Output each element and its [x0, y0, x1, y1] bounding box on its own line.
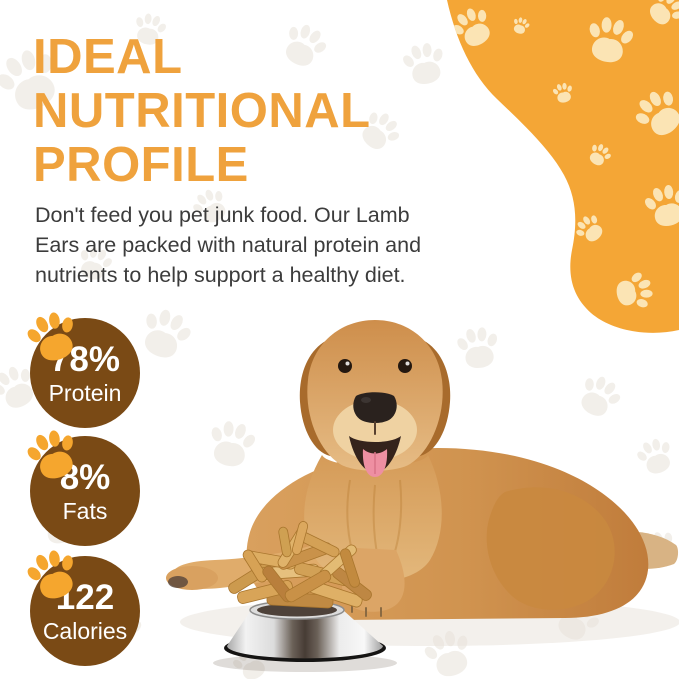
dog-hind-leg	[558, 540, 634, 583]
dog-tail	[600, 531, 679, 569]
headline: IDEAL NUTRITIONAL PROFILE	[33, 30, 371, 192]
dog-head	[307, 320, 443, 471]
dog-nose	[353, 392, 397, 423]
stat-fats: 8% Fats	[21, 424, 140, 546]
stat-label: Fats	[62, 497, 108, 524]
headline-line-1: IDEAL	[33, 30, 183, 84]
stat-circle: 122 Calories	[30, 556, 140, 666]
bowl-illustration	[213, 521, 397, 672]
bowl-rim	[249, 600, 345, 620]
stat-label: Calories	[42, 617, 128, 644]
stat-calories: 122 Calories	[21, 544, 140, 666]
bowl-shadow	[213, 654, 397, 672]
dog-hind-paw-pad	[598, 551, 626, 573]
dog-left-ear	[299, 338, 349, 457]
paw-toes	[351, 603, 382, 617]
dog-right-eye	[398, 359, 412, 373]
lamb-ear-treats	[228, 521, 372, 609]
dog-muzzle	[333, 400, 417, 460]
stat-protein: 78% Protein	[21, 306, 140, 428]
description-line: Don't feed you pet junk food. Our Lamb	[35, 203, 410, 227]
dog-left-eye	[338, 359, 352, 373]
headline-line-2: NUTRITIONAL	[33, 84, 371, 138]
bowl-body	[227, 610, 383, 659]
dog-right-ear	[401, 338, 451, 457]
eye-glint	[405, 361, 410, 366]
dog-tongue	[362, 449, 388, 477]
dog-body	[246, 447, 649, 620]
headline-line-3: PROFILE	[33, 138, 249, 192]
stat-label: Protein	[48, 379, 122, 406]
description-line: Ears are packed with natural protein and	[35, 233, 422, 257]
description-line: nutrients to help support a healthy diet…	[35, 263, 406, 287]
bowl-interior	[257, 603, 337, 617]
eye-glint	[345, 361, 350, 366]
dog-front-left-leg	[172, 540, 342, 589]
description-text: Don't feed you pet junk food. Our Lamb E…	[35, 200, 495, 290]
dog-illustration	[166, 320, 679, 646]
dog-haunch	[486, 487, 615, 610]
dog-front-left-paw	[166, 566, 218, 590]
nose-highlight	[361, 397, 371, 403]
dog-paw-pad	[168, 576, 188, 588]
dog-front-right-leg	[341, 548, 405, 612]
dog-chest	[304, 455, 442, 583]
bowl-rubber-base	[224, 634, 386, 662]
dog-open-mouth	[349, 436, 401, 473]
dog-shadow	[180, 598, 679, 646]
fur-texture	[346, 479, 403, 567]
